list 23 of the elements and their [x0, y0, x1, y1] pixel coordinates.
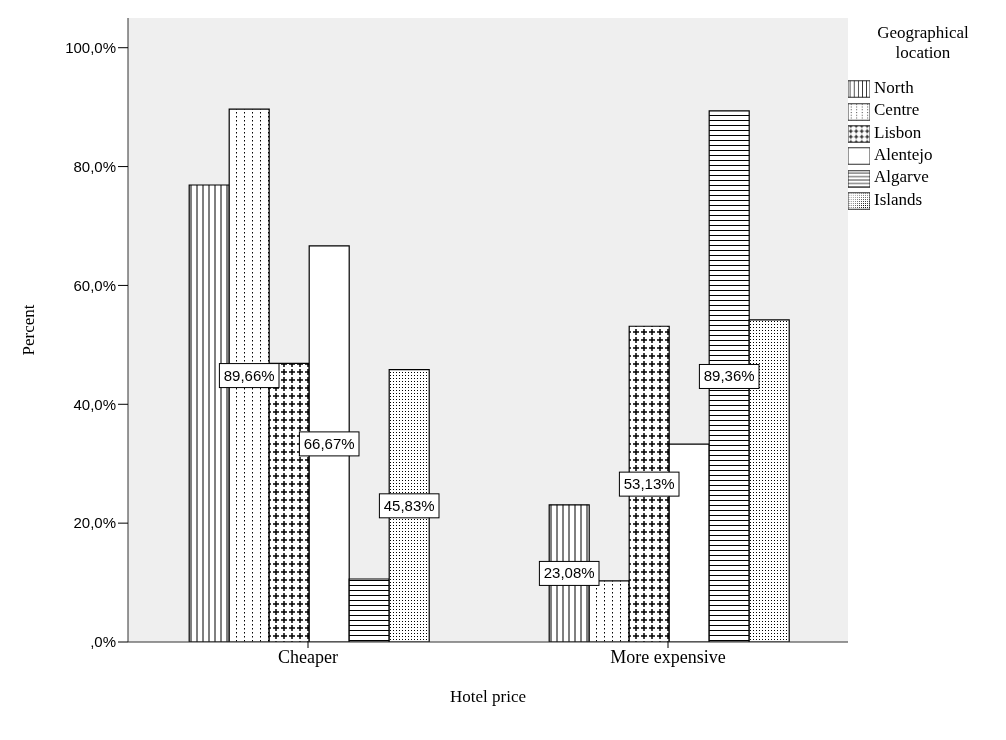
data-label: 45,83% — [383, 496, 435, 514]
data-label: 23,08% — [543, 564, 595, 582]
y-axis-title: Percent — [19, 304, 39, 356]
data-label: 89,66% — [223, 366, 275, 384]
data-label: 66,67% — [303, 434, 355, 452]
data-label: 53,13% — [623, 475, 675, 493]
legend-label: North — [874, 78, 914, 97]
data-label: 89,36% — [703, 367, 755, 385]
y-tick-label: ,0% — [90, 633, 116, 651]
y-tick-label: 40,0% — [73, 395, 116, 413]
y-tick-label: 80,0% — [73, 157, 116, 175]
legend-label: Centre — [874, 100, 920, 120]
y-tick-label: 20,0% — [73, 514, 116, 532]
y-tick-label: 100,0% — [65, 39, 116, 57]
legend-title: Geographical location — [877, 23, 970, 62]
legend-label: Alentejo — [874, 144, 933, 164]
legend-label: Algarve — [874, 167, 929, 187]
y-tick-label: 60,0% — [73, 276, 116, 294]
x-axis-title: Hotel price — [450, 687, 526, 706]
x-tick-label: Cheaper — [278, 646, 338, 667]
legend-label: Islands — [874, 189, 923, 209]
x-tick-label: More expensive — [610, 646, 726, 667]
legend-label: Lisbon — [874, 122, 922, 142]
